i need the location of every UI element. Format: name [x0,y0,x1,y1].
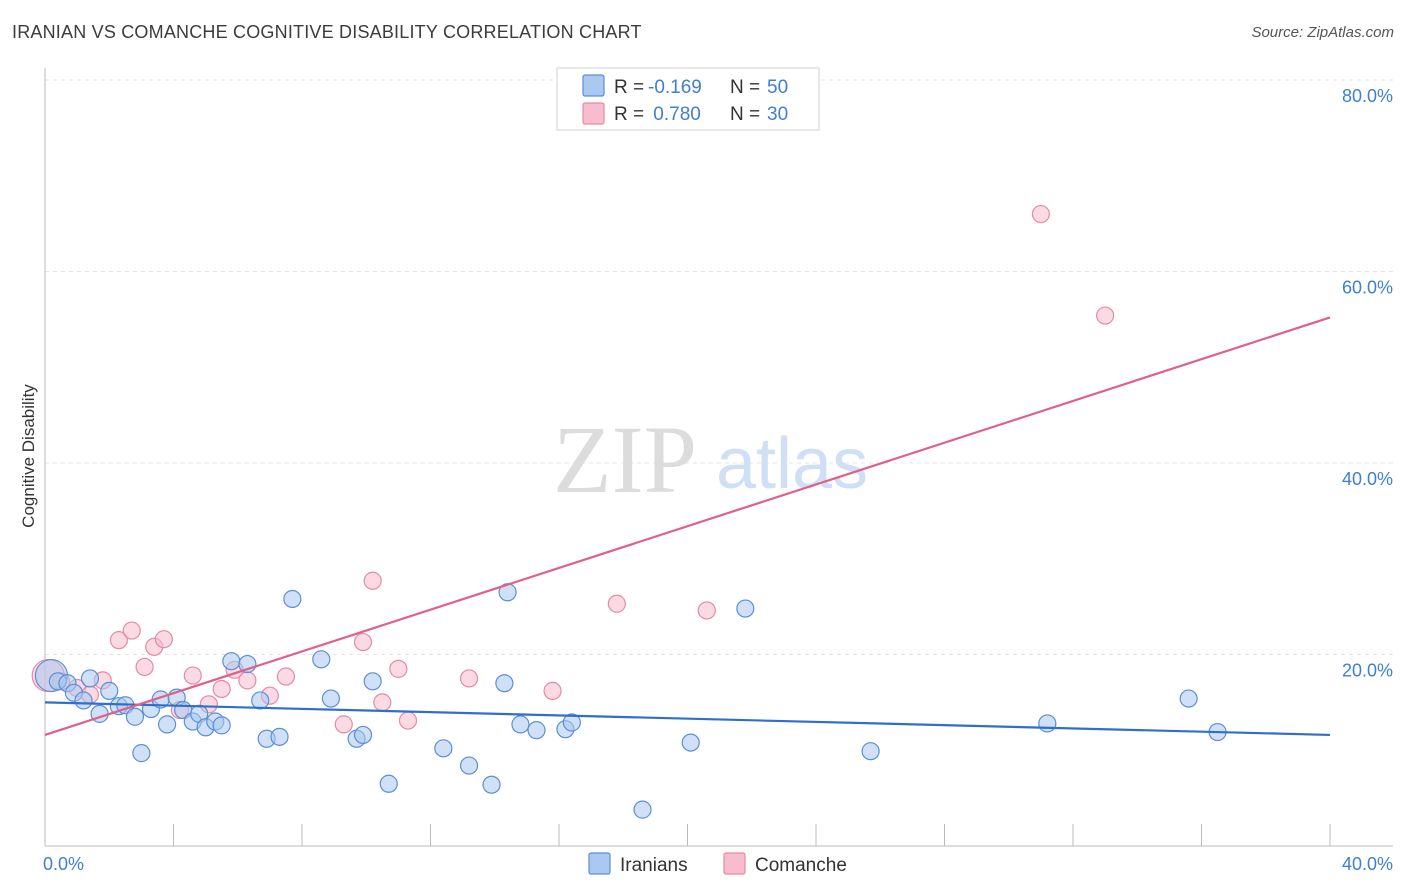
comanche-point-12 [212,679,231,699]
axes [44,68,1393,847]
iranians-point-14 [157,715,177,734]
iranians-point-45 [736,599,755,618]
correlation-legend: R = -0.169 N = 50 R = 0.780 N = 30 [556,67,820,131]
iranians-point-10 [125,707,145,726]
comanche-point-5 [122,621,141,640]
iranians-point-5 [80,669,100,688]
iranians-point-37 [495,674,514,693]
legend-n-label-1: N = [730,77,760,98]
comanche-point-8 [154,630,173,649]
iranians-point-47 [1038,714,1057,733]
iranians-point-40 [527,721,546,740]
series-swatch-iranians [588,852,611,875]
comanche-point-14 [238,671,257,690]
legend-swatch-pink [582,102,605,125]
comanche-point-27 [1031,204,1050,224]
series-label-iranians: Iranians [620,855,688,876]
iranians-point-4 [74,691,93,710]
legend-n-value-1: 50 [767,77,788,98]
comanche-point-18 [353,632,373,652]
comanche-point-17 [334,715,353,734]
series-legend: Iranians Comanche [588,852,847,876]
iranians-point-36 [482,775,501,794]
iranians-point-48 [1179,689,1198,708]
y-tick-label-3: 80.0% [1342,86,1393,106]
gridlines [45,79,1393,655]
legend-r-value-2: 0.780 [648,104,701,125]
comanche-point-23 [459,669,479,688]
comanche-point-25 [607,594,626,613]
comanche-point-24 [543,681,562,700]
iranians-point-44 [681,733,700,752]
comanche-point-6 [135,657,154,677]
comanche-point-19 [363,571,382,590]
comanche-point-10 [183,666,202,685]
comanche-point-16 [276,667,296,686]
iranians-point-43 [633,800,652,819]
comanche-point-22 [398,711,418,730]
iranians-points [34,583,1227,819]
comanche-point-28 [1096,306,1115,325]
series-swatch-comanche [723,852,746,875]
legend-swatch-blue [582,74,605,97]
y-axis-label: Cognitive Disability [19,384,38,528]
x-tick-label-min: 0.0% [43,854,84,874]
iranians-trend-line [44,701,1331,737]
iranians-point-11 [132,744,151,763]
legend-n-value-2: 30 [767,104,788,125]
watermark-zip: ZIP [553,406,697,513]
iranians-point-34 [434,739,453,758]
iranians-point-32 [363,672,382,691]
iranians-point-46 [861,742,880,761]
comanche-point-20 [373,693,392,712]
iranians-point-22 [222,652,241,671]
iranians-point-42 [562,713,581,732]
iranians-point-33 [379,774,398,793]
iranians-point-39 [511,715,530,734]
legend-r-value-1: -0.169 [648,77,702,98]
series-label-comanche: Comanche [755,855,847,876]
iranians-point-29 [321,689,341,708]
x-tick-label-max: 40.0% [1342,854,1393,874]
trend-lines [44,316,1331,737]
iranians-point-7 [100,681,119,700]
y-tick-label-2: 60.0% [1342,278,1393,298]
y-tick-labels: 20.0% 40.0% 60.0% 80.0% [1342,86,1393,681]
y-tick-label-0: 20.0% [1342,661,1393,681]
iranians-point-21 [212,716,231,735]
watermark-atlas: atlas [716,424,868,504]
comanche-point-21 [389,659,408,678]
iranians-point-28 [312,650,331,669]
comanche-trend-line [44,316,1331,736]
iranians-point-27 [283,589,302,609]
legend-r-label-1: R = [614,77,644,98]
iranians-point-35 [459,756,479,775]
watermark: ZIP atlas [553,406,868,513]
iranians-point-31 [353,725,373,745]
comanche-point-26 [697,601,716,620]
legend-r-label-2: R = [614,104,644,125]
source-label: Source: ZipAtlas.com [1251,24,1394,41]
comanche-point-4 [109,631,128,650]
legend-n-label-2: N = [730,104,760,125]
iranians-point-24 [251,691,270,710]
y-tick-label-1: 40.0% [1342,469,1393,489]
iranians-point-26 [270,727,289,746]
chart-title: IRANIAN VS COMANCHE COGNITIVE DISABILITY… [12,22,642,42]
